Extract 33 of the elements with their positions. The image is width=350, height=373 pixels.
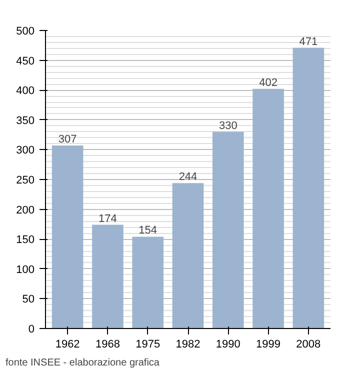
bar	[132, 236, 164, 328]
y-tick-label: 150	[16, 234, 35, 246]
data-label: 402	[259, 76, 278, 89]
x-tick-label: 1962	[55, 338, 80, 350]
data-label: 307	[58, 134, 77, 146]
bar	[172, 183, 204, 328]
x-tick-label: 1975	[136, 338, 160, 350]
y-tick-label: 350	[16, 114, 35, 127]
data-label: 174	[98, 212, 117, 225]
y-tick-label: 0	[28, 324, 35, 336]
x-tick-label: 1968	[95, 338, 120, 350]
y-tick-label: 500	[16, 26, 35, 38]
source-note: fonte INSEE - elaborazione grafica	[6, 358, 160, 368]
y-tick-label: 300	[16, 144, 35, 157]
bar	[292, 48, 324, 328]
data-label: 154	[138, 224, 158, 237]
data-label: 330	[218, 120, 238, 132]
y-tick-label: 200	[16, 204, 35, 216]
y-tick-label: 400	[16, 85, 35, 98]
bar	[252, 88, 284, 328]
bar	[92, 224, 124, 328]
x-tick-label: 2008	[296, 338, 321, 350]
bar	[52, 146, 84, 328]
y-tick-label: 100	[16, 264, 35, 276]
y-tick-label: 250	[16, 174, 35, 186]
x-tick-label: 1999	[256, 338, 281, 350]
y-tick-label: 450	[16, 55, 35, 68]
data-label: 471	[299, 36, 318, 48]
x-tick-label: 1990	[216, 338, 240, 350]
x-tick-label: 1982	[176, 338, 200, 350]
data-label: 244	[178, 171, 198, 184]
bar	[212, 132, 244, 328]
y-tick-label: 50	[22, 294, 35, 306]
